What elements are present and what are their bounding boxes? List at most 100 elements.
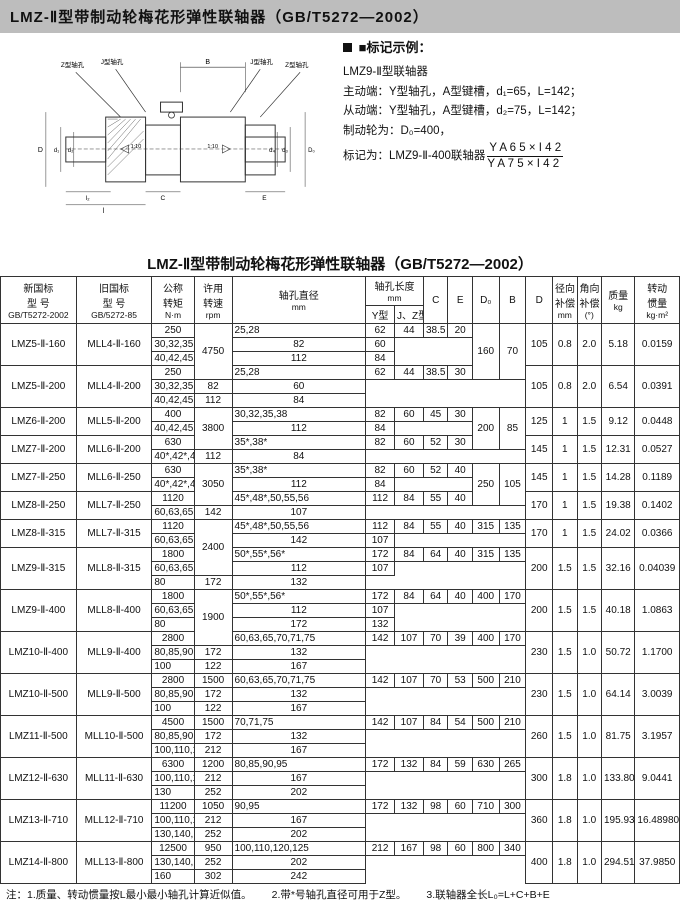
cell-bore-length-jz: 202 xyxy=(232,828,366,842)
cell-radial: 1.5 xyxy=(553,716,577,758)
table-row[interactable]: LMZ6-Ⅱ-200 MLL5-Ⅱ-200 400 3800 30,32,35,38 82… xyxy=(1,408,680,422)
cell-bore-length-y: 172 xyxy=(194,688,232,702)
cell-c: 55 xyxy=(423,520,447,534)
label-d1: d₁ xyxy=(54,148,59,154)
cell-bore-diameter: 25,28 xyxy=(232,324,366,338)
cell-bore-length-y: 172 xyxy=(194,730,232,744)
cell-bore-length-y: 172 xyxy=(194,646,232,660)
cell-torque: 400 xyxy=(152,408,194,422)
note-3: 3.联轴器全长L₀=L+C+B+E xyxy=(426,887,549,902)
cell-bore-length-jz: 107 xyxy=(366,562,395,576)
cell-d0: 400 xyxy=(472,590,499,604)
marking-example-heading: ■标记示例： xyxy=(343,37,674,59)
cell-bore-length-y: 62 xyxy=(366,324,395,338)
cell-mass: 40.18 xyxy=(602,590,635,632)
cell-bore-length-y: 142 xyxy=(232,534,366,548)
cell-bore-length-y: 112 xyxy=(232,352,366,366)
cell-bore-diameter: 130 xyxy=(152,786,194,800)
diagram-and-marking-section: Z型轴孔 J型轴孔 J型轴孔 Z型轴孔 B xyxy=(0,33,680,251)
table-row[interactable]: LMZ9-Ⅱ-315 MLL8-Ⅱ-315 1800 50*,55*,56* 172 84… xyxy=(1,548,680,562)
cell-torque: 6300 xyxy=(152,758,194,772)
cell-radial: 1 xyxy=(553,436,577,464)
cell-bore-diameter: 100,110,120,125 xyxy=(152,814,194,828)
cell-b: 265 xyxy=(499,758,526,772)
cell-b: 170 xyxy=(499,632,526,646)
cell-mass: 14.28 xyxy=(602,464,635,492)
cell-bore-length-jz: 84 xyxy=(395,548,424,562)
cell-old-model: MLL7-Ⅱ-250 xyxy=(76,492,152,520)
cell-d0: 315 xyxy=(472,548,499,562)
table-row[interactable]: LMZ10-Ⅱ-400 MLL9-Ⅱ-400 2800 60,63,65,70,71,… xyxy=(1,632,680,646)
cell-angular: 1.5 xyxy=(577,590,601,632)
cell-bore-length-y: 112 xyxy=(194,394,232,408)
cell-c: 98 xyxy=(423,800,447,814)
cell-torque: 2800 xyxy=(152,632,194,646)
cell-inertia: 0.0159 xyxy=(635,324,680,366)
table-row[interactable]: LMZ10-Ⅱ-500 MLL9-Ⅱ-500 2800 1500 60,63,65,70… xyxy=(1,674,680,688)
table-body[interactable]: LMZ5-Ⅱ-160 MLL4-Ⅱ-160 250 4750 25,28 62 44 38.5… xyxy=(1,324,680,884)
cell-e: 40 xyxy=(448,464,472,478)
cell-old-model: MLL4-Ⅱ-200 xyxy=(76,366,152,408)
col-header-bore-length: 轴孔长度 mm xyxy=(366,277,424,306)
cell-c: 55 xyxy=(423,492,447,506)
cell-bore-length-jz: 202 xyxy=(232,856,366,870)
cell-bore-length-y: 112 xyxy=(232,562,366,576)
table-row[interactable]: LMZ14-Ⅱ-800 MLL13-Ⅱ-800 12500 950 100,110,12… xyxy=(1,842,680,856)
cell-new-model: LMZ13-Ⅱ-710 xyxy=(1,800,77,842)
cell-radial: 0.8 xyxy=(553,366,577,408)
cell-b: 135 xyxy=(499,520,526,534)
marking-bullet-icon xyxy=(343,43,352,52)
cell-speed: 1200 xyxy=(194,758,232,772)
cell-torque: 11200 xyxy=(152,800,194,814)
cell-bore-diameter: 30,32,35,38 xyxy=(152,380,194,394)
cell-new-model: LMZ8-Ⅱ-250 xyxy=(1,492,77,520)
table-row[interactable]: LMZ9-Ⅱ-400 MLL8-Ⅱ-400 1800 1900 50*,55*,56* 1… xyxy=(1,590,680,604)
cell-old-model: MLL9-Ⅱ-400 xyxy=(76,632,152,674)
col-header-speed: 许用 转速 rpm xyxy=(194,277,232,324)
cell-angular: 1.5 xyxy=(577,520,601,548)
table-row[interactable]: LMZ7-Ⅱ-200 MLL6-Ⅱ-200 630 35*,38* 82 60 52 30 14… xyxy=(1,436,680,450)
cell-d0: 800 xyxy=(472,842,499,856)
cell-bore-diameter: 35*,38* xyxy=(232,464,366,478)
cell-inertia: 16.48980 xyxy=(635,800,680,842)
cell-angular: 1.5 xyxy=(577,548,601,590)
label-C: C xyxy=(161,195,166,202)
cell-angular: 1.5 xyxy=(577,492,601,520)
cell-radial: 1.5 xyxy=(553,548,577,590)
cell-bore-length-y: 142 xyxy=(366,674,395,688)
cell-c: 52 xyxy=(423,436,447,450)
table-row[interactable]: LMZ11-Ⅱ-500 MLL10-Ⅱ-500 4500 1500 70,71,75 14… xyxy=(1,716,680,730)
cell-d0: 200 xyxy=(472,408,499,450)
cell-angular: 1.5 xyxy=(577,408,601,436)
cell-bore-diameter: 30,32,35,38 xyxy=(232,408,366,422)
table-row[interactable]: LMZ5-Ⅱ-160 MLL4-Ⅱ-160 250 4750 25,28 62 44 38.5… xyxy=(1,324,680,338)
table-row[interactable]: LMZ8-Ⅱ-315 MLL7-Ⅱ-315 1120 2400 45*,48*,50,5… xyxy=(1,520,680,534)
cell-radial: 1 xyxy=(553,520,577,548)
marking-line4: 制动轮为：D₀=400， xyxy=(343,122,674,142)
cell-bore-length-jz: 84 xyxy=(395,492,424,506)
table-row[interactable]: LMZ8-Ⅱ-250 MLL7-Ⅱ-250 1120 45*,48*,50,55,56… xyxy=(1,492,680,506)
cell-old-model: MLL9-Ⅱ-500 xyxy=(76,674,152,716)
cell-radial: 1 xyxy=(553,464,577,492)
cell-new-model: LMZ9-Ⅱ-315 xyxy=(1,548,77,590)
cell-b: 210 xyxy=(499,716,526,730)
footnotes: 注：1.质量、转动惯量按L最小最小轴孔计算近似值。 2.带*号轴孔直径可用于Z型… xyxy=(0,884,680,905)
cell-b: 210 xyxy=(499,674,526,688)
cell-bore-length-y: 122 xyxy=(194,702,232,716)
cell-bore-diameter: 25,28 xyxy=(232,366,366,380)
cell-d0: 500 xyxy=(472,716,499,730)
cell-bore-length-y: 122 xyxy=(194,660,232,674)
cell-angular: 1.0 xyxy=(577,842,601,884)
cell-bore-length-jz: 84 xyxy=(232,450,366,464)
cell-inertia: 3.1957 xyxy=(635,716,680,758)
table-row[interactable]: LMZ13-Ⅱ-710 MLL12-Ⅱ-710 11200 1050 90,95 172 1… xyxy=(1,800,680,814)
cell-bore-diameter: 60,63,65,70,71,75 xyxy=(152,604,194,618)
page-title: LMZ-Ⅱ型带制动轮梅花形弹性联轴器（GB/T5272—2002） xyxy=(10,9,429,26)
specification-table[interactable]: 新国标型 号 GB/T5272-2002 旧国标型 号 GB/5272-85 公称转… xyxy=(0,276,680,884)
table-row[interactable]: LMZ12-Ⅱ-630 MLL11-Ⅱ-630 6300 1200 80,85,90,9… xyxy=(1,758,680,772)
cell-torque: 250 xyxy=(152,366,194,380)
table-row[interactable]: LMZ7-Ⅱ-250 MLL6-Ⅱ-250 630 3050 35*,38* 82 60 52… xyxy=(1,464,680,478)
table-row[interactable]: LMZ5-Ⅱ-200 MLL4-Ⅱ-200 250 25,28 62 44 38.5 30 10… xyxy=(1,366,680,380)
cell-bore-length-jz: 60 xyxy=(395,436,424,450)
cell-bore-diameter: 40,42,45,48 xyxy=(152,422,194,436)
